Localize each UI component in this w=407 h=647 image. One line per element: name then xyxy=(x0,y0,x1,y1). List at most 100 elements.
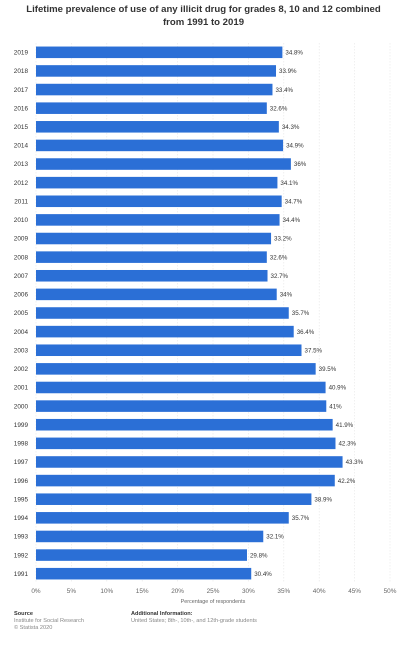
bar xyxy=(36,214,280,226)
category-label: 1991 xyxy=(14,571,29,578)
category-label: 2003 xyxy=(14,347,29,354)
source-line: Institute for Social Research xyxy=(14,618,84,624)
bar xyxy=(36,251,267,263)
x-axis-label: Percentage of respondents xyxy=(181,599,246,605)
category-label: 2019 xyxy=(14,50,29,57)
category-label: 1995 xyxy=(14,496,29,503)
value-label: 40.9% xyxy=(329,385,347,392)
value-label: 36% xyxy=(294,161,307,168)
copyright-line: © Statista 2020 xyxy=(14,625,53,631)
value-label: 34.4% xyxy=(283,217,301,224)
x-tick-label: 10% xyxy=(100,588,113,595)
bar xyxy=(36,46,283,59)
category-label: 1993 xyxy=(14,534,29,541)
category-label: 1992 xyxy=(14,552,29,559)
value-label: 32.1% xyxy=(266,534,284,541)
bar xyxy=(36,344,302,357)
bar xyxy=(36,381,326,394)
category-label: 1996 xyxy=(14,478,29,485)
bar xyxy=(36,456,343,468)
category-label: 2013 xyxy=(14,161,29,168)
bar xyxy=(36,83,273,96)
x-tick-label: 5% xyxy=(67,588,77,595)
x-tick-label: 45% xyxy=(348,588,361,595)
value-label: 34.9% xyxy=(286,143,304,150)
value-label: 33.4% xyxy=(275,87,293,94)
info-heading: Additional Information: xyxy=(131,611,193,617)
bar xyxy=(36,232,272,245)
category-label: 2004 xyxy=(14,329,29,336)
value-label: 34.1% xyxy=(280,180,298,187)
bar xyxy=(36,418,333,431)
footer-info: Additional Information: United States; 8… xyxy=(131,611,257,625)
bar xyxy=(36,176,278,189)
value-label: 30.4% xyxy=(254,571,272,578)
category-label: 2015 xyxy=(14,124,29,131)
category-label: 2008 xyxy=(14,254,29,261)
x-tick-label: 25% xyxy=(207,588,220,595)
x-tick-label: 15% xyxy=(136,588,149,595)
value-label: 36.4% xyxy=(297,329,315,336)
category-label: 2005 xyxy=(14,310,29,317)
value-label: 38.9% xyxy=(314,496,332,503)
bar xyxy=(36,121,279,133)
bar xyxy=(36,325,294,338)
value-label: 42.2% xyxy=(338,478,356,485)
value-label: 33.2% xyxy=(274,236,292,243)
source-heading: Source xyxy=(14,611,33,617)
bar xyxy=(36,530,264,543)
category-label: 2009 xyxy=(14,236,29,243)
bars xyxy=(36,46,343,580)
value-label: 32.6% xyxy=(270,105,288,112)
chart-title: Lifetime prevalence of use of any illici… xyxy=(26,4,381,28)
bar xyxy=(36,269,268,282)
category-label: 2011 xyxy=(14,198,28,205)
bar xyxy=(36,400,327,412)
category-label: 1994 xyxy=(14,515,29,522)
x-tick-label: 30% xyxy=(242,588,255,595)
category-label: 2018 xyxy=(14,68,29,75)
category-label: 2010 xyxy=(14,217,29,224)
value-label: 35.7% xyxy=(292,515,310,522)
x-tick-label: 0% xyxy=(31,588,41,595)
value-label: 32.7% xyxy=(271,273,289,280)
value-label: 34.3% xyxy=(282,124,300,131)
footer-source: Source Institute for Social Research © S… xyxy=(14,611,84,632)
category-label: 2016 xyxy=(14,105,29,112)
bar xyxy=(36,567,252,580)
category-label: 2000 xyxy=(14,403,29,410)
category-label: 2007 xyxy=(14,273,29,280)
info-line: United States; 8th-, 10th-, and 12th-gra… xyxy=(131,618,257,624)
category-labels: 2019 2018 2017 2016 2015 2014 2013 2012 2011 2010… xyxy=(14,50,29,578)
bar xyxy=(36,307,289,319)
category-label: 2014 xyxy=(14,143,29,150)
bar xyxy=(36,65,277,77)
bar xyxy=(36,549,247,561)
category-label: 2017 xyxy=(14,87,29,94)
x-tick-label: 35% xyxy=(277,588,290,595)
value-label: 41% xyxy=(329,403,342,410)
bar xyxy=(36,363,316,375)
value-label: 35.7% xyxy=(292,310,310,317)
category-label: 1998 xyxy=(14,441,29,448)
bar xyxy=(36,158,291,170)
value-label: 29.8% xyxy=(250,552,268,559)
bar xyxy=(36,288,277,301)
value-label: 41.9% xyxy=(336,422,354,429)
category-label: 1999 xyxy=(14,422,29,429)
value-label: 42.3% xyxy=(338,441,356,448)
value-label: 34.7% xyxy=(285,198,303,205)
category-label: 2001 xyxy=(14,385,29,392)
bar xyxy=(36,493,312,505)
bar xyxy=(36,437,336,450)
value-label: 34% xyxy=(280,292,293,299)
category-label: 1997 xyxy=(14,459,29,466)
value-label: 32.6% xyxy=(270,254,288,261)
bar xyxy=(36,139,284,152)
value-label: 34.8% xyxy=(285,50,303,57)
value-labels: 34.8% 33.9% 33.4% 32.6% 34.3% 34.9% 36% 34.1% 34… xyxy=(250,50,364,578)
x-tick-label: 20% xyxy=(171,588,184,595)
x-tick-label: 40% xyxy=(313,588,326,595)
category-label: 2002 xyxy=(14,366,29,373)
